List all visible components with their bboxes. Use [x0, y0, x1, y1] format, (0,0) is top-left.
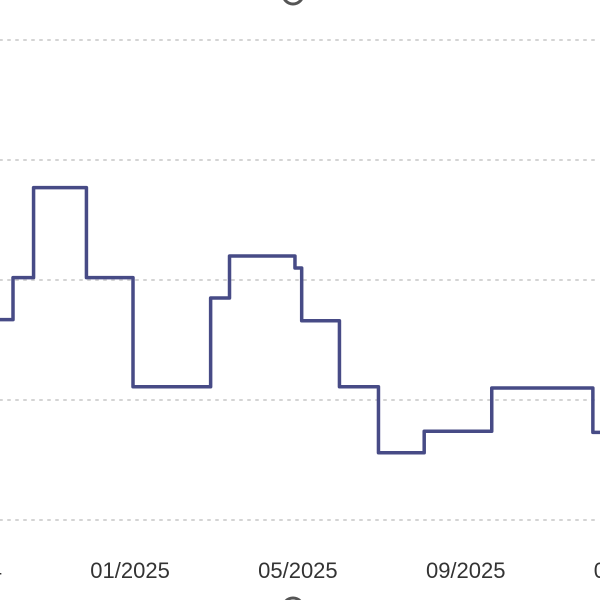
x-tick-label: 01/2025	[90, 558, 170, 583]
x-tick-label: 05/2025	[258, 558, 338, 583]
x-tick-label: 09/2024	[0, 558, 2, 583]
x-tick-label: 01/2026	[594, 558, 600, 583]
handle[interactable]	[283, 0, 303, 6]
step-line	[0, 185, 600, 455]
x-tick-label: 09/2025	[426, 558, 506, 583]
